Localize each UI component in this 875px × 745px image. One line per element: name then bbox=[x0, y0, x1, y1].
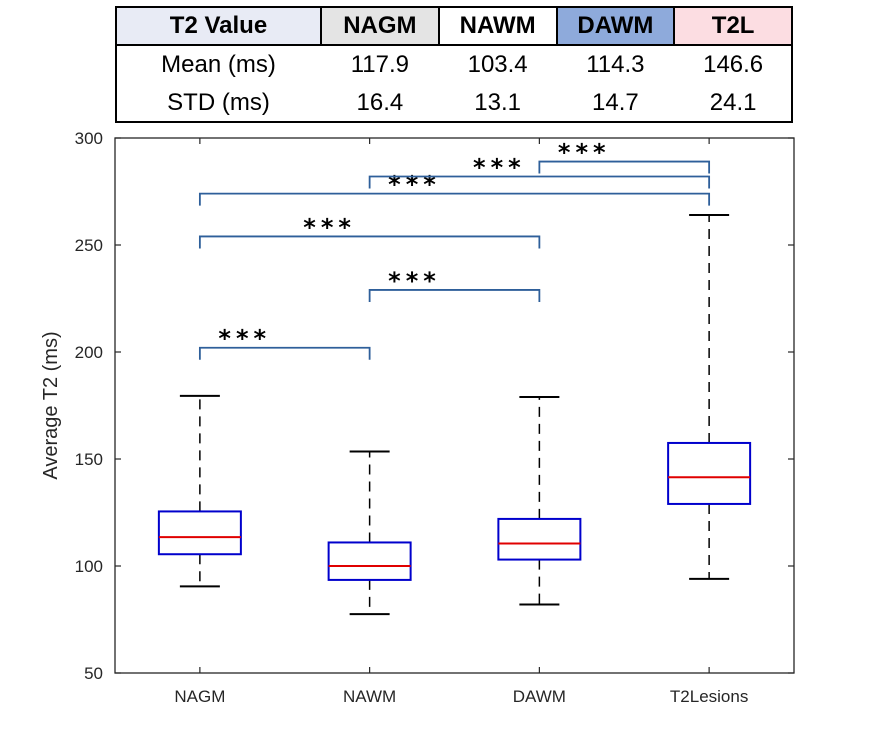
summary-table-cell: 103.4 bbox=[467, 51, 528, 78]
y-axis-title: Average T2 (ms) bbox=[40, 331, 62, 479]
y-tick-label: 100 bbox=[75, 557, 103, 576]
summary-table-cell: 13.1 bbox=[474, 89, 521, 116]
summary-table-cell: 146.6 bbox=[703, 51, 764, 78]
box-iqr bbox=[157, 510, 242, 556]
significance-label: *** bbox=[558, 139, 611, 167]
summary-table-row-label: STD (ms) bbox=[167, 89, 270, 116]
summary-table-cell: 24.1 bbox=[709, 89, 757, 116]
box-iqr bbox=[667, 441, 752, 505]
significance-bracket bbox=[368, 289, 541, 302]
significance-bracket bbox=[198, 235, 541, 249]
significance-label: *** bbox=[388, 171, 441, 199]
box-iqr bbox=[327, 541, 412, 581]
summary-table-cell: 16.4 bbox=[356, 89, 404, 116]
box-iqr bbox=[497, 517, 582, 561]
y-tick-label: 150 bbox=[75, 450, 103, 469]
plot-frame bbox=[114, 137, 795, 674]
significance-label: *** bbox=[218, 325, 271, 353]
summary-table-row-std: STD (ms) 16.4 13.1 14.7 24.1 bbox=[116, 84, 792, 122]
significance-label: *** bbox=[388, 267, 441, 295]
x-tick-label: T2Lesions bbox=[670, 687, 748, 706]
summary-table-row-mean: Mean (ms) 117.9 103.4 114.3 146.6 bbox=[116, 45, 792, 84]
summary-table-cell: 117.9 bbox=[350, 51, 410, 78]
summary-table-row-label: Mean (ms) bbox=[161, 51, 276, 78]
x-tick-label: DAWM bbox=[513, 687, 566, 706]
summary-table-header-nawm: NAWM bbox=[437, 6, 558, 46]
significance-bracket bbox=[368, 175, 711, 189]
summary-table-header-dawm: DAWM bbox=[555, 6, 676, 46]
summary-table-header-nagm: NAGM bbox=[320, 6, 440, 46]
summary-table: T2 Value NAGM NAWM DAWM T2L Mean (ms) 11… bbox=[115, 6, 793, 122]
significance-label: *** bbox=[303, 213, 356, 241]
summary-table-header-row: T2 Value NAGM NAWM DAWM T2L bbox=[115, 6, 793, 46]
summary-table-header-label: T2 Value bbox=[115, 6, 322, 46]
y-tick-label: 50 bbox=[84, 664, 103, 683]
summary-table-cell: 14.7 bbox=[592, 89, 639, 116]
significance-bracket bbox=[198, 346, 371, 360]
significance-bracket bbox=[538, 160, 711, 174]
summary-table-cell: 114.3 bbox=[586, 51, 645, 78]
x-tick-label: NAGM bbox=[174, 687, 225, 706]
significance-label: *** bbox=[473, 154, 526, 182]
y-tick-label: 250 bbox=[75, 236, 103, 255]
x-tick-label: NAWM bbox=[343, 687, 396, 706]
y-tick-label: 200 bbox=[75, 343, 103, 362]
significance-bracket bbox=[198, 192, 711, 206]
y-tick-label: 300 bbox=[75, 129, 103, 148]
